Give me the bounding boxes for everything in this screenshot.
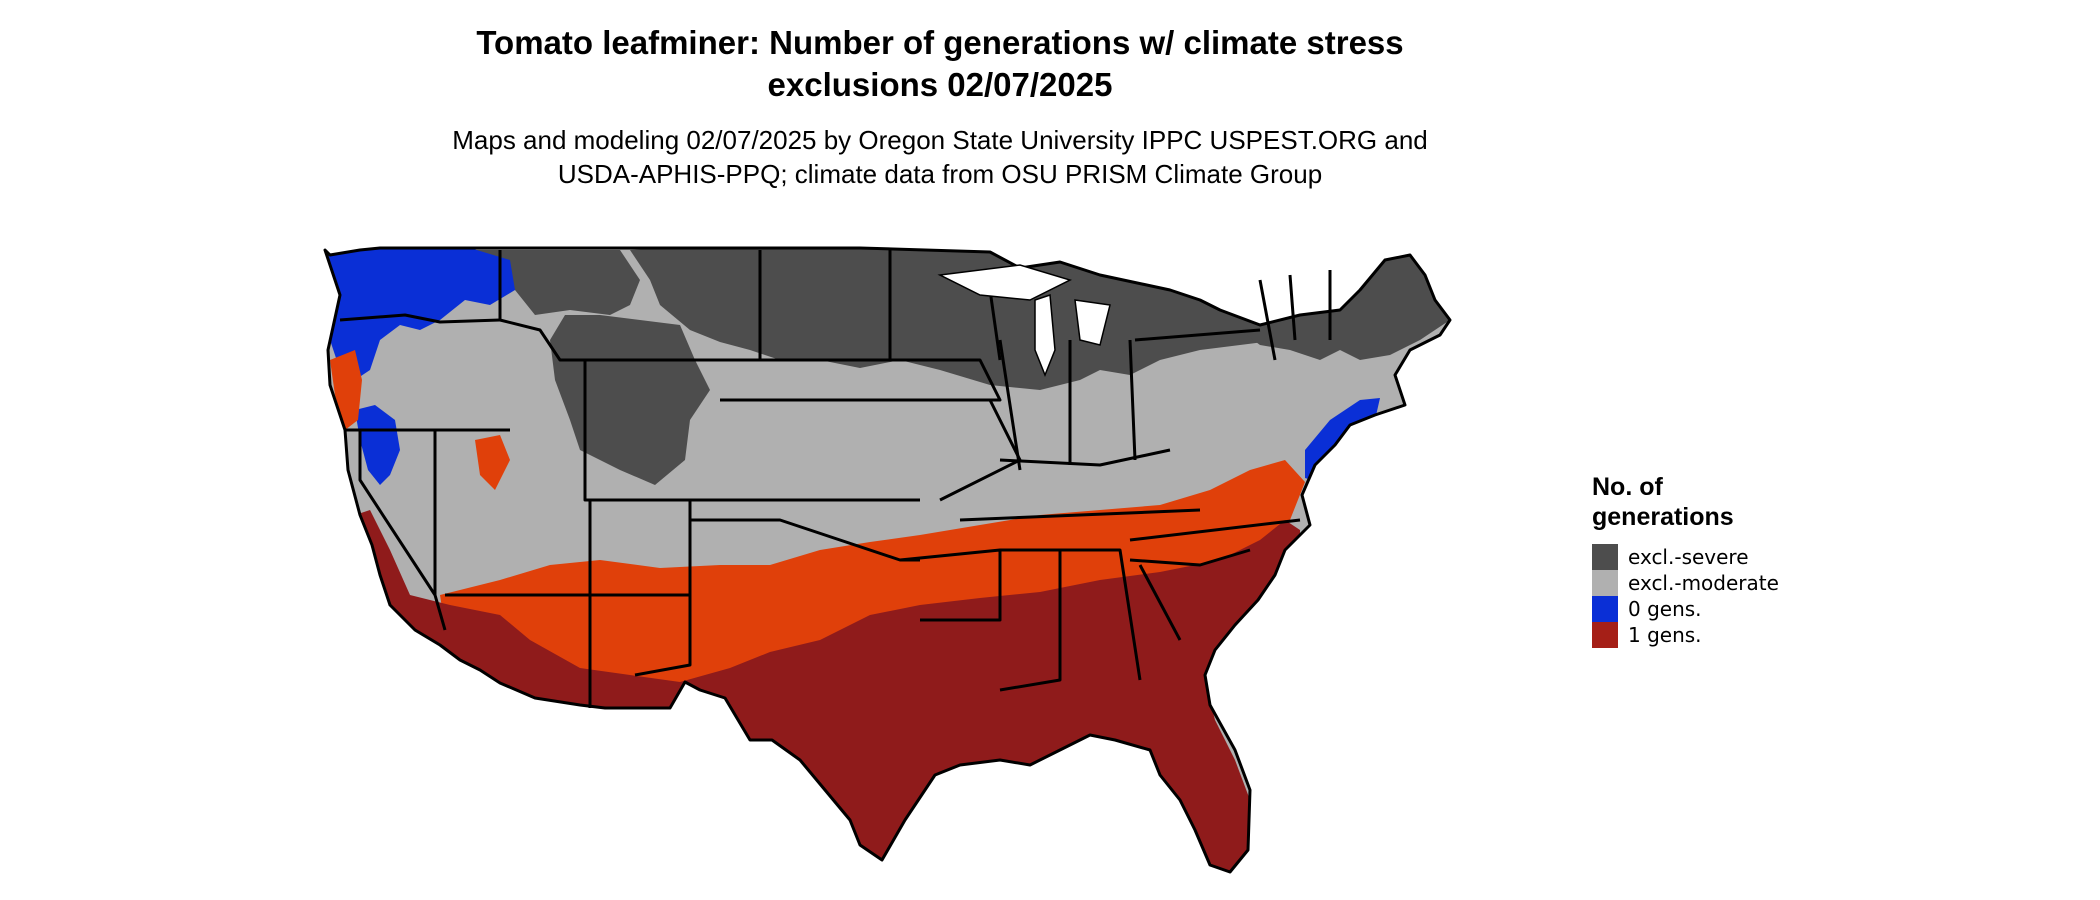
map-subtitle-line2: USDA-APHIS-PPQ; climate data from OSU PR… (557, 159, 1323, 189)
us-outline (323, 246, 1452, 874)
border-pa-ny (1134, 328, 1261, 342)
legend-label-one-gens: 1 gens. (1628, 623, 1702, 647)
lake-superior (937, 264, 1073, 301)
border-wa-or (339, 313, 501, 324)
state-borders (323, 246, 1452, 874)
border-sc-ga (1138, 564, 1182, 641)
region-excl-severe-wyoming (550, 315, 710, 485)
border-il-in (998, 339, 1022, 471)
great-lakes (937, 264, 1111, 378)
legend-label-excl-severe: excl.-severe (1628, 545, 1749, 569)
lake-huron (1074, 299, 1111, 346)
region-transition-band (440, 460, 1305, 710)
legend-title: No. of generations (1592, 472, 1852, 532)
legend-title-line1: No. of (1592, 473, 1663, 501)
border-tn-ky (959, 508, 1201, 522)
region-transition-oregon (330, 350, 362, 430)
map-title: Tomato leafminer: Number of generations … (340, 22, 1540, 106)
map-subtitle-line1: Maps and modeling 02/07/2025 by Oregon S… (452, 125, 1428, 155)
border-nc-sc (1129, 548, 1251, 567)
border-nm-tx (634, 500, 692, 677)
map-subtitle: Maps and modeling 02/07/2025 by Oregon S… (340, 123, 1540, 191)
map-legend: No. of generations excl.-severe excl.-mo… (1592, 472, 1852, 648)
region-zero-gens-nevada (355, 405, 400, 485)
legend-item-zero-gens: 0 gens. (1592, 596, 1852, 622)
region-zero-gens-pnw (325, 248, 515, 380)
border-oh-pa (1128, 339, 1137, 461)
legend-item-one-gens: 1 gens. (1592, 622, 1852, 648)
map-title-line1: Tomato leafminer: Number of generations … (476, 24, 1404, 61)
region-excl-severe-northeast (1240, 255, 1450, 360)
border-ny-new-england (1258, 279, 1277, 361)
border-mo (900, 398, 1022, 502)
border-al-ga (1060, 548, 1142, 681)
legend-label-zero-gens: 0 gens. (1628, 597, 1702, 621)
legend-label-excl-moderate: excl.-moderate (1628, 571, 1779, 595)
border-vt-nh (1288, 274, 1297, 341)
border-ar-la (899, 548, 1002, 622)
legend-swatch-one-gens (1592, 622, 1618, 648)
border-ky-oh (999, 448, 1171, 467)
lake-michigan (1034, 293, 1056, 378)
border-wi-mi (988, 289, 1002, 361)
region-transition-utah (475, 435, 510, 490)
legend-item-excl-moderate: excl.-moderate (1592, 570, 1852, 596)
us-generations-map (323, 246, 1452, 874)
legend-swatch-zero-gens (1592, 596, 1618, 622)
legend-title-line2: generations (1592, 503, 1734, 531)
legend-swatch-excl-severe (1592, 544, 1618, 570)
legend-swatch-excl-moderate (1592, 570, 1618, 596)
border-va-nc (1129, 518, 1301, 542)
border-ca-nv (358, 430, 447, 631)
map-fill-layers (325, 248, 1450, 872)
border-id-mt (498, 250, 585, 362)
border-ms-al (999, 548, 1062, 692)
map-title-line2: exclusions 02/07/2025 (767, 66, 1113, 103)
legend-item-excl-severe: excl.-severe (1592, 544, 1852, 570)
border-wy-co (583, 360, 690, 502)
